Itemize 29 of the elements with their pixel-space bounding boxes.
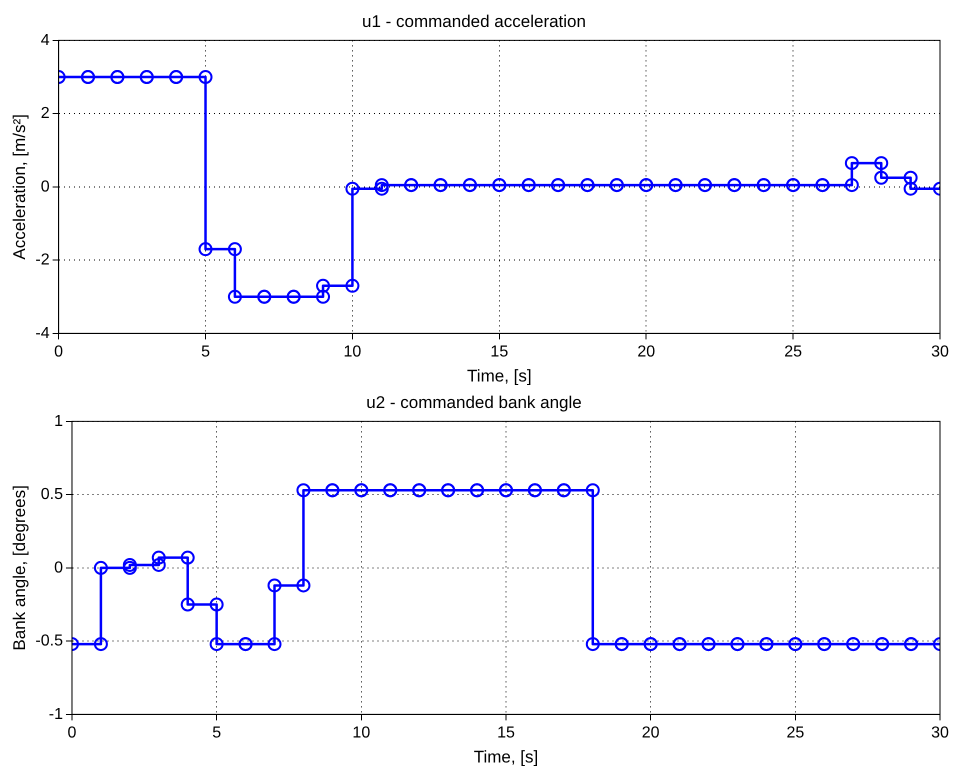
x-tick-label: 15 (497, 724, 515, 742)
y-tick-label: 0 (54, 559, 64, 576)
x-tick-label: 0 (68, 724, 77, 742)
y-axis-title: Bank angle, [degrees] (10, 485, 29, 651)
y-tick-label: -2 (35, 252, 50, 269)
y-tick-label: 1 (54, 412, 64, 430)
y-tick-label: -4 (35, 324, 50, 342)
y-tick-label: -0.5 (35, 632, 64, 650)
x-tick-label: 20 (642, 724, 660, 742)
x-tick-label: 20 (637, 343, 656, 360)
x-tick-label: 15 (490, 343, 508, 360)
chart-title: u1 - commanded acceleration (362, 12, 586, 31)
y-tick-label: 2 (40, 105, 50, 122)
x-tick-label: 5 (212, 724, 222, 742)
y-tick-label: 4 (40, 32, 50, 49)
y-tick-label: 0.5 (40, 486, 64, 504)
x-tick-label: 25 (786, 724, 804, 742)
y-tick-label: -1 (48, 706, 64, 723)
x-tick-label: 25 (784, 343, 802, 360)
y-axis-title: Acceleration, [m/s²] (10, 114, 29, 260)
x-tick-label: 5 (201, 343, 210, 360)
x-tick-label: 10 (352, 724, 370, 742)
chart-title: u2 - commanded bank angle (366, 392, 582, 412)
x-tick-label: 30 (931, 724, 949, 742)
x-tick-label: 30 (931, 343, 949, 360)
x-axis-title: Time, [s] (467, 366, 532, 386)
x-tick-label: 10 (344, 343, 362, 360)
x-axis-title: Time, [s] (474, 747, 538, 766)
y-tick-label: 0 (40, 178, 50, 196)
